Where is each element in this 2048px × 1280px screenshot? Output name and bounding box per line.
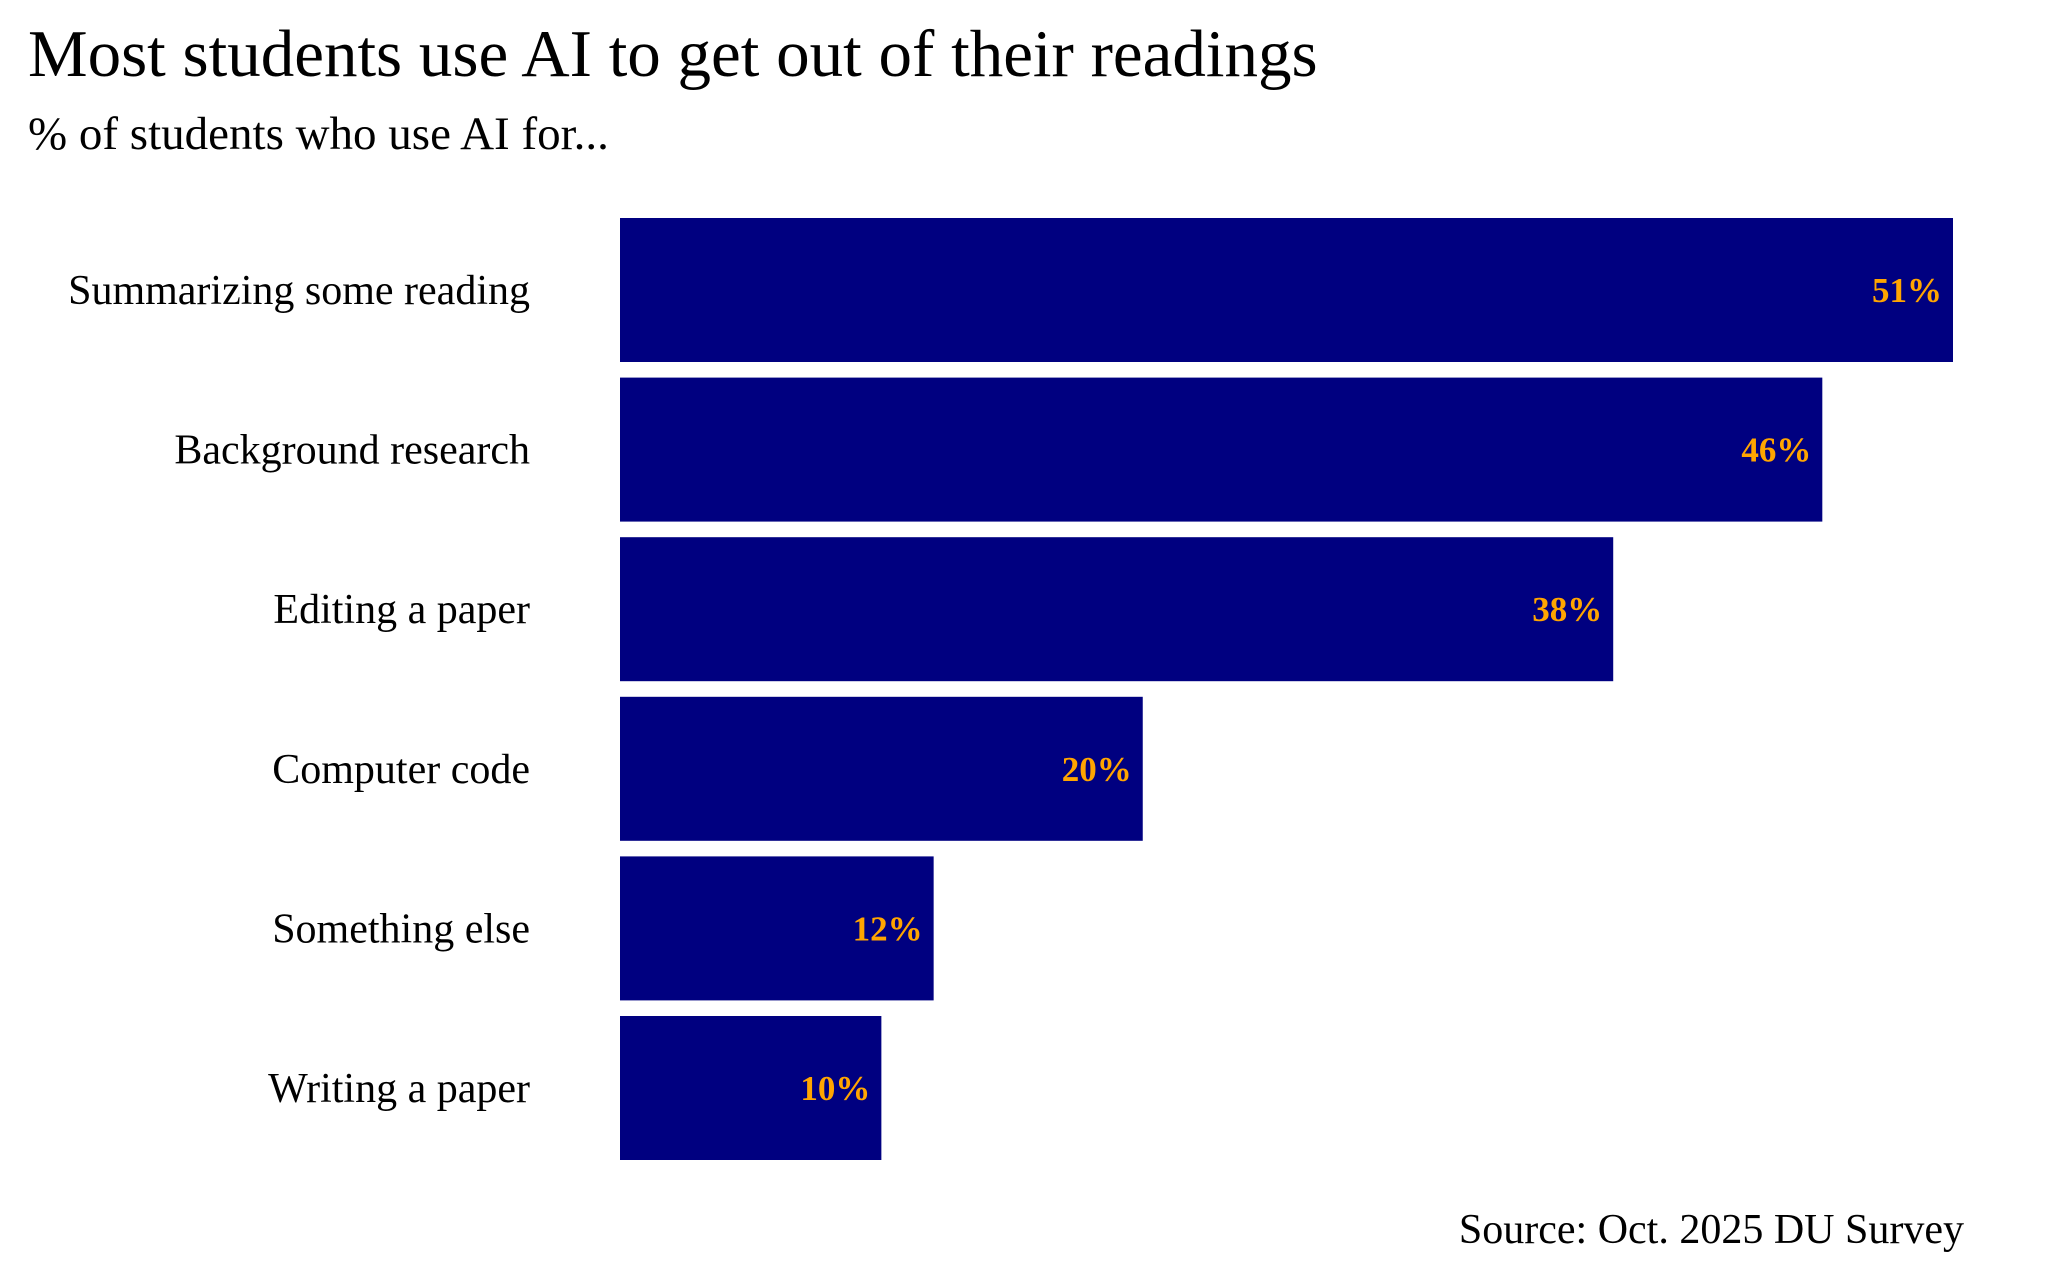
value-label: 46% bbox=[1741, 431, 1811, 470]
bar bbox=[620, 377, 1823, 522]
category-label: Editing a paper bbox=[273, 587, 530, 633]
category-label: Summarizing some reading bbox=[68, 268, 530, 314]
bar bbox=[620, 856, 934, 1001]
bar bbox=[620, 696, 1143, 841]
value-label: 10% bbox=[800, 1069, 870, 1108]
category-label: Background research bbox=[174, 428, 530, 474]
bar-group: Writing a paper 10% bbox=[268, 1016, 882, 1160]
chart-subtitle: % of students who use AI for... bbox=[28, 108, 609, 160]
category-label: Writing a paper bbox=[268, 1066, 530, 1112]
bar-group: Summarizing some reading 51% bbox=[68, 218, 1953, 362]
value-label: 38% bbox=[1532, 590, 1602, 629]
category-label: Something else bbox=[272, 906, 530, 952]
value-label: 51% bbox=[1872, 271, 1942, 310]
bar-group: Background research 46% bbox=[174, 377, 1823, 522]
bar bbox=[620, 1016, 882, 1160]
chart-title: Most students use AI to get out of their… bbox=[28, 17, 1318, 91]
value-label: 12% bbox=[853, 909, 923, 948]
bar-group: Editing a paper 38% bbox=[273, 537, 1614, 682]
bar-group: Something else 12% bbox=[272, 856, 934, 1001]
bar bbox=[620, 218, 1953, 362]
category-label: Computer code bbox=[272, 747, 530, 793]
bar-group: Computer code 20% bbox=[272, 696, 1143, 841]
value-label: 20% bbox=[1062, 750, 1132, 789]
bar bbox=[620, 537, 1614, 682]
source-note: Source: Oct. 2025 DU Survey bbox=[1458, 1207, 1964, 1253]
